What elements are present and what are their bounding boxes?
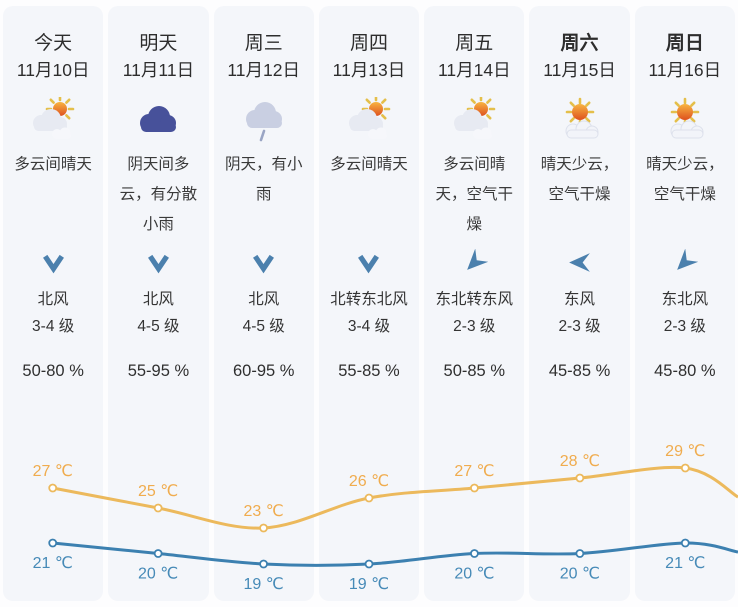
wind-direction: 北风	[248, 291, 280, 308]
high-temp-label: 27 ℃	[33, 463, 73, 480]
temperature-line-chart: 27 ℃ 25 ℃ 23 ℃ 26 ℃ 27 ℃ 28 ℃ 29 ℃ 21 ℃ 20 ℃ 19 ℃…	[33, 443, 738, 593]
day-name: 周日	[665, 33, 704, 54]
wind-arrow-down-left-icon	[671, 249, 698, 276]
wind-arrow-down-left-icon	[461, 249, 488, 276]
wind-arrow-left-icon	[566, 249, 593, 276]
sun-behind-clouds-icon	[448, 97, 500, 143]
day-date: 11月14日	[437, 60, 511, 80]
wind-level: 3-4 级	[347, 318, 391, 335]
high-temp-label: 27 ℃	[454, 463, 494, 480]
day-name: 周三	[244, 33, 283, 54]
weather-description: 多云间晴天，空气干燥	[435, 156, 514, 233]
day-date: 11月10日	[16, 60, 90, 80]
low-temp-label: 21 ℃	[33, 555, 73, 572]
humidity-range: 55-95 %	[127, 362, 190, 380]
high-temp-label: 28 ℃	[560, 453, 600, 470]
humidity-range: 50-85 %	[443, 362, 505, 380]
high-temp-point	[470, 483, 479, 493]
high-temp-point	[153, 503, 163, 513]
low-temp-label: 19 ℃	[349, 576, 389, 593]
wind-level: 2-3 级	[558, 318, 601, 335]
wind-arrow-down-icon	[355, 249, 382, 276]
humidity-range: 45-85 %	[548, 362, 611, 380]
high-temp-label: 23 ℃	[243, 503, 283, 520]
high-temp-label: 26 ℃	[349, 473, 389, 490]
day-column-today: 今天 11月10日 多云间晴天 北风 3-4 级 50-80 %	[3, 6, 104, 601]
sun-behind-clouds-icon	[343, 97, 395, 143]
day-date: 11月15日	[543, 60, 616, 80]
sun-small-cloud-icon	[659, 97, 711, 143]
low-temp-label: 19 ℃	[243, 576, 283, 593]
humidity-range: 55-85 %	[338, 362, 400, 380]
weather-description: 阴天间多云，有分散小雨	[119, 156, 198, 233]
low-temp-point	[364, 559, 374, 569]
wind-direction: 北风	[37, 291, 69, 308]
humidity-range: 60-95 %	[232, 362, 295, 380]
humidity-range: 45-80 %	[654, 362, 716, 380]
high-temp-label: 29 ℃	[665, 443, 705, 460]
wind-direction: 北风	[142, 291, 174, 308]
weather-description: 阴天，有小雨	[224, 156, 303, 203]
day-name: 周六	[560, 33, 599, 54]
wind-level: 4-5 级	[242, 318, 285, 335]
wind-arrow-down-icon	[250, 249, 277, 276]
high-temp-line	[52, 465, 738, 530]
humidity-range: 50-80 %	[22, 362, 84, 380]
day-name: 周五	[455, 33, 494, 54]
low-temp-point	[575, 549, 585, 558]
wind-level: 4-5 级	[137, 318, 180, 335]
weather-description: 多云间晴天	[14, 156, 92, 173]
day-date: 11月12日	[227, 60, 301, 80]
weather-description: 多云间晴天	[330, 156, 408, 173]
low-temp-point	[680, 538, 690, 548]
day-name: 明天	[139, 33, 178, 54]
day-column-sun: 周日 11月16日 晴天少云，空气干燥 东北风 2-3 级 45-80 %	[634, 6, 735, 601]
wind-direction: 东北风	[661, 291, 709, 308]
weather-description: 晴天少云，空气干燥	[646, 156, 724, 203]
low-temp-point	[470, 549, 479, 558]
high-temp-point	[48, 483, 58, 493]
wind-level: 2-3 级	[663, 318, 706, 335]
wind-level: 3-4 级	[32, 318, 75, 335]
day-name: 今天	[34, 33, 73, 54]
high-temp-point	[575, 473, 585, 483]
low-temp-label: 20 ℃	[454, 566, 494, 583]
day-name: 周四	[349, 33, 388, 54]
day-date: 11月16日	[648, 60, 722, 80]
day-date: 11月13日	[332, 60, 406, 80]
sun-small-cloud-icon	[554, 97, 606, 143]
high-temp-point	[259, 523, 268, 533]
high-temp-point	[364, 493, 374, 503]
wind-arrow-down-icon	[145, 249, 172, 276]
cloud-rain-icon	[238, 97, 290, 143]
weather-description: 晴天少云，空气干燥	[540, 156, 619, 203]
sun-behind-clouds-icon	[27, 97, 79, 143]
day-date: 11月11日	[122, 60, 195, 80]
high-temp-point	[680, 463, 690, 473]
low-temp-label: 20 ℃	[560, 566, 600, 583]
wind-direction: 东风	[564, 291, 596, 308]
low-temp-label: 20 ℃	[138, 566, 178, 583]
wind-direction: 北转东北风	[330, 291, 408, 308]
day-column-sat: 周六 11月15日 晴天少云，空气干燥 东风 2-3 级 45-85 %	[529, 6, 630, 601]
low-temp-line	[52, 541, 738, 567]
low-temp-point	[153, 549, 163, 558]
high-temp-label: 25 ℃	[138, 483, 178, 500]
day-column-fri: 周五 11月14日 多云间晴天，空气干燥 东北转东风 2-3 级 50-85 %	[424, 6, 525, 601]
wind-arrow-down-icon	[40, 249, 67, 276]
day-column-wed: 周三 11月12日 阴天，有小雨 北风 4-5 级 60-95 %	[213, 6, 314, 601]
wind-level: 2-3 级	[453, 318, 496, 335]
low-temp-label: 21 ℃	[665, 555, 705, 572]
low-temp-point	[259, 559, 268, 569]
wind-direction: 东北转东风	[435, 291, 514, 308]
dark-cloud-icon	[132, 97, 184, 143]
low-temp-point	[48, 538, 58, 548]
